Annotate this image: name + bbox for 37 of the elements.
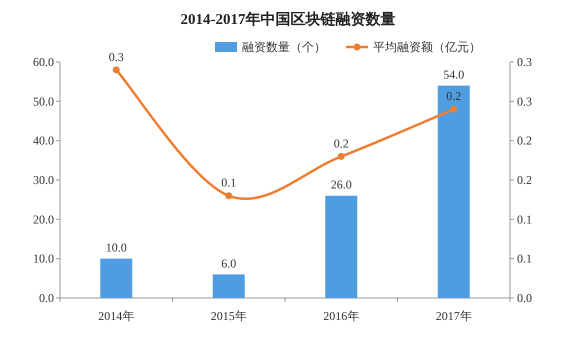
y2-tick-label: 0.1 [517, 252, 532, 266]
point [112, 66, 120, 74]
y-tick-label: 20.0 [33, 212, 54, 226]
point [450, 106, 458, 113]
y-tick-label: 40.0 [33, 134, 54, 148]
y2-tick-label: 0.3 [517, 94, 532, 108]
data-label: 0.3 [108, 50, 124, 64]
point [225, 192, 232, 200]
data-label: 26.0 [330, 178, 352, 192]
legend-label: 平均融资额（亿元） [373, 40, 481, 54]
bar [100, 258, 132, 298]
y2-tick-label: 0.2 [517, 173, 532, 187]
bar [212, 274, 245, 298]
y2-tick-label: 0.1 [517, 212, 532, 226]
data-label: 0.1 [221, 176, 236, 190]
x-tick-label: 2015年 [210, 309, 247, 323]
y-tick-label: 50.0 [33, 94, 54, 108]
y2-tick-label: 0.2 [517, 134, 532, 148]
y2-tick-label: 0.0 [517, 291, 532, 305]
data-label: 54.0 [443, 68, 464, 82]
y-tick-label: 10.0 [33, 252, 54, 266]
x-tick-label: 2016年 [323, 309, 360, 323]
data-label: 0.2 [446, 89, 462, 104]
y-tick-label: 30.0 [33, 173, 54, 187]
data-label: 6.0 [221, 256, 236, 270]
point [338, 152, 345, 160]
y-tick-label: 60.0 [33, 55, 54, 69]
bar [438, 86, 470, 298]
chart-title: 2014-2017年中国区块链融资数量 [180, 11, 396, 28]
data-label: 10.0 [106, 240, 127, 255]
x-tick-label: 2017年 [436, 309, 472, 323]
y2-tick-label: 0.3 [517, 55, 532, 69]
bar [325, 196, 358, 298]
y-tick-label: 0.0 [39, 291, 54, 305]
x-tick-label: 2014年 [98, 309, 134, 323]
data-label: 0.2 [334, 136, 349, 150]
legend-label: 融资数量（个） [242, 40, 326, 54]
